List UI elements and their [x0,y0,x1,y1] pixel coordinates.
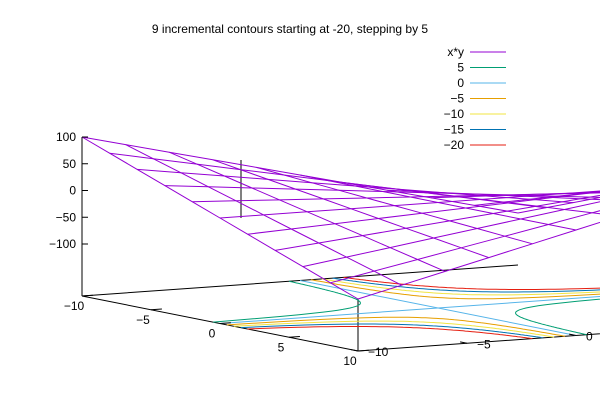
x-tick-label: −10 [64,299,85,313]
x-tick [219,322,231,324]
surface-mesh-line-y [517,197,600,214]
z-tick-label: 100 [56,130,76,144]
contour-line-neg5-1 [310,279,600,300]
y-tick-label: −5 [477,337,491,351]
surface-mesh-line-x [275,194,600,251]
contour-line-neg20-0 [247,326,533,340]
contour-lines [213,276,600,340]
z-tick-label: −50 [56,210,77,224]
contour-line-neg5-0 [226,316,566,337]
legend-label: −5 [450,92,464,106]
surface-mesh-line-y [474,190,600,206]
x-tick [288,335,300,338]
chart-title: 9 incremental contours starting at -20, … [152,22,428,36]
y-tick [460,341,468,344]
surface-mesh-line-y [387,189,600,201]
contour-line-5-1 [213,280,361,323]
x-tick-label: 5 [278,340,285,354]
legend-label: −10 [444,107,465,121]
y-tick [569,333,577,336]
legend-label: x*y [447,45,464,59]
legend-label: 0 [457,76,464,90]
legend-label: −15 [444,123,465,137]
contour-line-neg20-1 [343,276,600,290]
y-tick-label: 0 [586,330,593,344]
surface-mesh-line-y [430,191,600,199]
base-plane-border [81,264,600,352]
legend-label: −20 [444,138,465,152]
contour-line-neg15-1 [332,277,600,293]
y-tick [351,349,359,352]
x-tick-label: 10 [343,354,357,368]
x-tick-label: 0 [209,327,216,341]
x-tick [81,294,93,297]
contour-line-neg10-0 [233,320,555,338]
x-tick [357,349,369,352]
z-tick-label: −100 [49,237,76,251]
surface-mesh-line-y [343,182,600,215]
legend-label: 5 [457,61,464,75]
contour-line-neg10-1 [321,278,600,296]
legend: x*y 50 −5−10 −15−20 [444,45,506,152]
surface-mesh-line-x [330,210,600,284]
contour-line-0b [299,280,577,336]
y-tick-label: −10 [368,345,389,359]
contour-line-5-0 [515,298,600,336]
surface-mesh [81,136,600,300]
surface-mesh-line-x [302,201,600,268]
surface-mesh-line-x [357,221,600,300]
contour-line-neg15-0 [240,323,544,339]
x-tick-label: −5 [136,313,150,327]
z-tick-label: 0 [69,184,76,198]
x-tick [150,308,162,311]
z-tick-label: 50 [63,157,77,171]
surface-mesh-line-x [247,191,600,235]
surface-mesh-line-y [299,174,577,231]
